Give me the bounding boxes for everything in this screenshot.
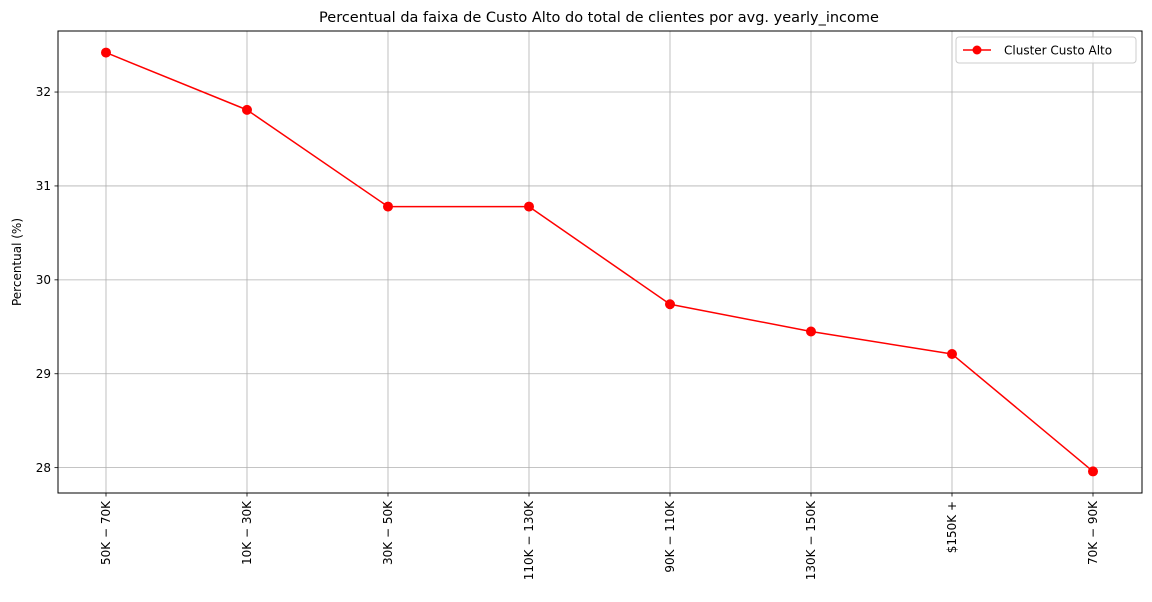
series-line-layer [105, 51, 1094, 472]
series-markers [101, 47, 1098, 477]
x-tick-label: 110K − 130K [522, 500, 536, 580]
x-axis-ticks: 50K − 70K 10K − 30K 30K − 50K 110K − 130K 90… [99, 493, 1100, 580]
x-tick-label: 30K − 50K [381, 500, 395, 565]
x-tick-label: 90K − 110K [663, 500, 677, 573]
chart-title: Percentual da faixa de Custo Alto do tot… [319, 10, 879, 26]
data-point [101, 47, 111, 58]
x-tick-label: 10K − 30K [240, 500, 254, 565]
y-tick-label: 28 [36, 461, 51, 475]
data-point [524, 201, 534, 212]
legend-entry-label: Cluster Custo Alto [1004, 44, 1112, 58]
y-tick-label: 29 [36, 367, 51, 381]
x-tick-label: 50K − 70K [99, 500, 113, 565]
x-tick-label: 70K − 90K [1086, 500, 1100, 565]
y-tick-label: 31 [36, 179, 51, 193]
data-point [242, 104, 252, 115]
legend-marker-sample [972, 45, 982, 55]
y-axis-label: Percentual (%) [10, 218, 24, 306]
data-point [806, 326, 816, 337]
series-line [105, 51, 1094, 472]
legend-box [955, 36, 1137, 64]
grid [58, 31, 1142, 493]
y-tick-label: 32 [36, 85, 51, 99]
data-point [947, 349, 957, 360]
y-tick-label: 30 [36, 273, 51, 287]
data-point [383, 201, 393, 212]
x-tick-label: $150K + [945, 501, 959, 553]
legend: Cluster Custo Alto [955, 36, 1137, 64]
y-axis-ticks: 28 29 30 31 32 [36, 85, 58, 475]
plot-frame [57, 30, 1143, 494]
data-point [1088, 466, 1098, 477]
x-tick-label: 130K − 150K [804, 500, 818, 580]
data-point [665, 299, 675, 310]
